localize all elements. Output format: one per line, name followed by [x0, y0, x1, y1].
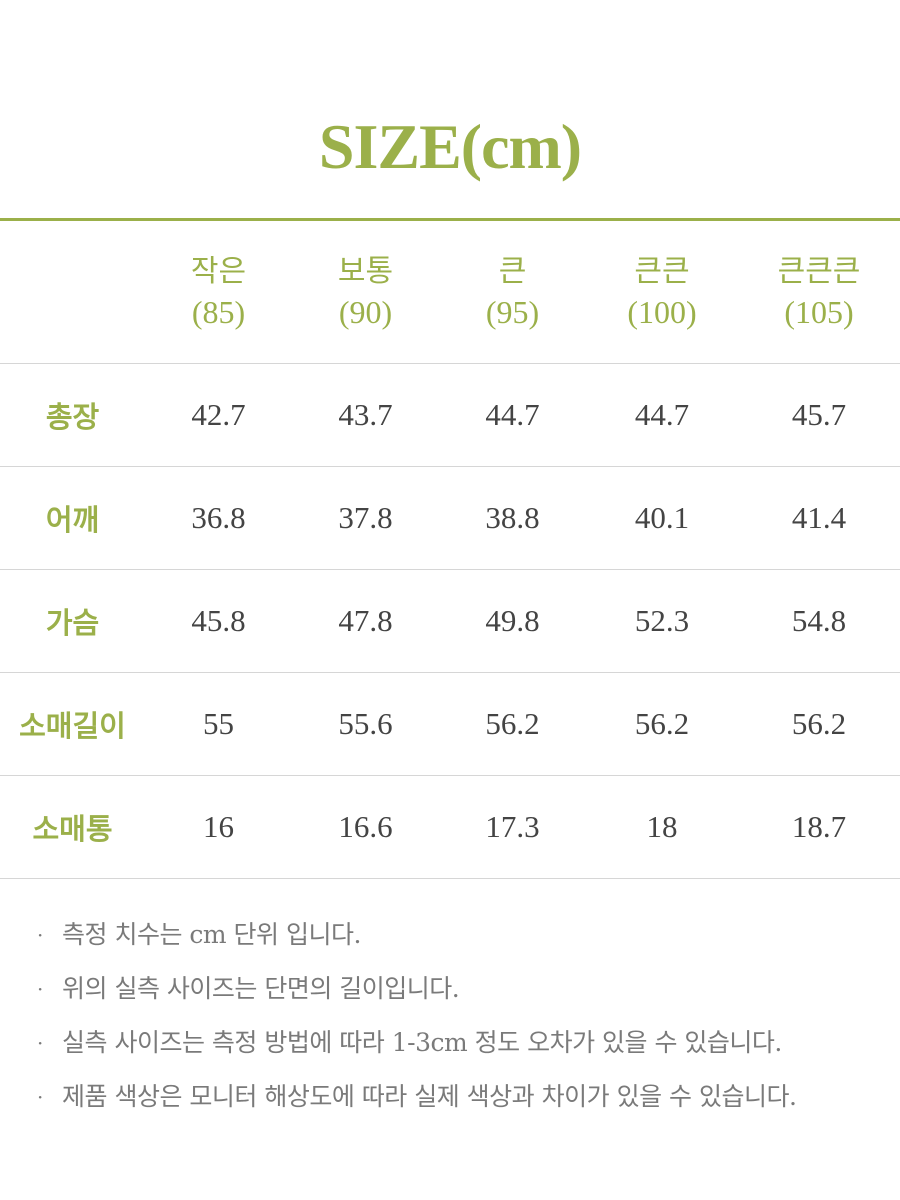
table-cell: 17.3: [439, 775, 586, 879]
table-cell: 55.6: [292, 672, 439, 776]
table-cell: 56.2: [738, 672, 900, 776]
bullet-dot: ·: [37, 1031, 43, 1055]
table-cell: 45.7: [738, 363, 900, 467]
size-name: 큰큰큰: [777, 253, 861, 289]
size-number: (90): [338, 293, 393, 330]
size-name: 큰큰: [634, 253, 690, 289]
note-item: · 측정 치수는 cm 단위 입니다.: [0, 912, 900, 966]
note-item: · 실측 사이즈는 측정 방법에 따라 1-3cm 정도 오차가 있을 수 있습…: [0, 1020, 900, 1074]
table-header-row: 작은 (85) 보통 (90) 큰 (95) 큰큰 (100) 큰큰큰 (105…: [0, 221, 900, 364]
note-text: 실측 사이즈는 측정 방법에 따라 1-3cm 정도 오차가 있을 수 있습니다…: [62, 1028, 782, 1057]
row-label: 어깨: [0, 466, 145, 570]
table-row: 가슴 45.8 47.8 49.8 52.3 54.8: [0, 569, 900, 673]
page-title: SIZE(cm): [318, 110, 582, 182]
size-number: (85): [191, 293, 246, 330]
table-cell: 44.7: [586, 363, 738, 467]
size-number: (105): [784, 293, 854, 330]
table-cell: 44.7: [439, 363, 586, 467]
bullet-dot: ·: [37, 923, 43, 947]
note-text: 측정 치수는 cm 단위 입니다.: [62, 920, 361, 949]
table-cell: 36.8: [145, 466, 292, 570]
bullet-dot: ·: [37, 977, 43, 1001]
table-cell: 16.6: [292, 775, 439, 879]
table-row: 총장 42.7 43.7 44.7 44.7 45.7: [0, 363, 900, 467]
column-header: 작은 (85): [145, 221, 292, 364]
note-item: · 제품 색상은 모니터 해상도에 따라 실제 색상과 차이가 있을 수 있습니…: [0, 1074, 900, 1128]
table-row: 어깨 36.8 37.8 38.8 40.1 41.4: [0, 466, 900, 570]
title-divider: [0, 218, 900, 221]
table-cell: 55: [145, 672, 292, 776]
column-header: 큰 (95): [439, 221, 586, 364]
column-header: 큰큰 (100): [586, 221, 738, 364]
table-row: 소매길이 55 55.6 56.2 56.2 56.2: [0, 672, 900, 776]
table-cell: 42.7: [145, 363, 292, 467]
table-row: 소매통 16 16.6 17.3 18 18.7: [0, 775, 900, 879]
table-cell: 18.7: [738, 775, 900, 879]
table-cell: 16: [145, 775, 292, 879]
size-number: (95): [485, 293, 540, 330]
note-text: 위의 실측 사이즈는 단면의 길이입니다.: [62, 974, 460, 1003]
column-header: 큰큰큰 (105): [738, 221, 900, 364]
note-text: 제품 색상은 모니터 해상도에 따라 실제 색상과 차이가 있을 수 있습니다.: [62, 1082, 797, 1111]
size-name: 보통: [337, 253, 394, 289]
header-corner: [0, 221, 145, 364]
table-cell: 40.1: [586, 466, 738, 570]
table-cell: 45.8: [145, 569, 292, 673]
table-cell: 56.2: [439, 672, 586, 776]
row-label: 총장: [0, 363, 145, 467]
bullet-dot: ·: [37, 1085, 43, 1109]
table-cell: 37.8: [292, 466, 439, 570]
row-label: 소매길이: [0, 672, 145, 776]
note-item: · 위의 실측 사이즈는 단면의 길이입니다.: [0, 966, 900, 1020]
table-cell: 47.8: [292, 569, 439, 673]
table-cell: 38.8: [439, 466, 586, 570]
table-cell: 18: [586, 775, 738, 879]
table-cell: 52.3: [586, 569, 738, 673]
size-number: (100): [627, 293, 697, 330]
row-label: 가슴: [0, 569, 145, 673]
row-label: 소매통: [0, 775, 145, 879]
size-table: 작은 (85) 보통 (90) 큰 (95) 큰큰 (100) 큰큰큰 (105…: [0, 221, 900, 879]
table-cell: 54.8: [738, 569, 900, 673]
table-cell: 56.2: [586, 672, 738, 776]
table-cell: 41.4: [738, 466, 900, 570]
size-notes: · 측정 치수는 cm 단위 입니다. · 위의 실측 사이즈는 단면의 길이입…: [0, 912, 900, 1128]
table-cell: 49.8: [439, 569, 586, 673]
size-name: 작은: [190, 253, 247, 289]
size-name: 큰: [498, 253, 527, 289]
table-cell: 43.7: [292, 363, 439, 467]
column-header: 보통 (90): [292, 221, 439, 364]
